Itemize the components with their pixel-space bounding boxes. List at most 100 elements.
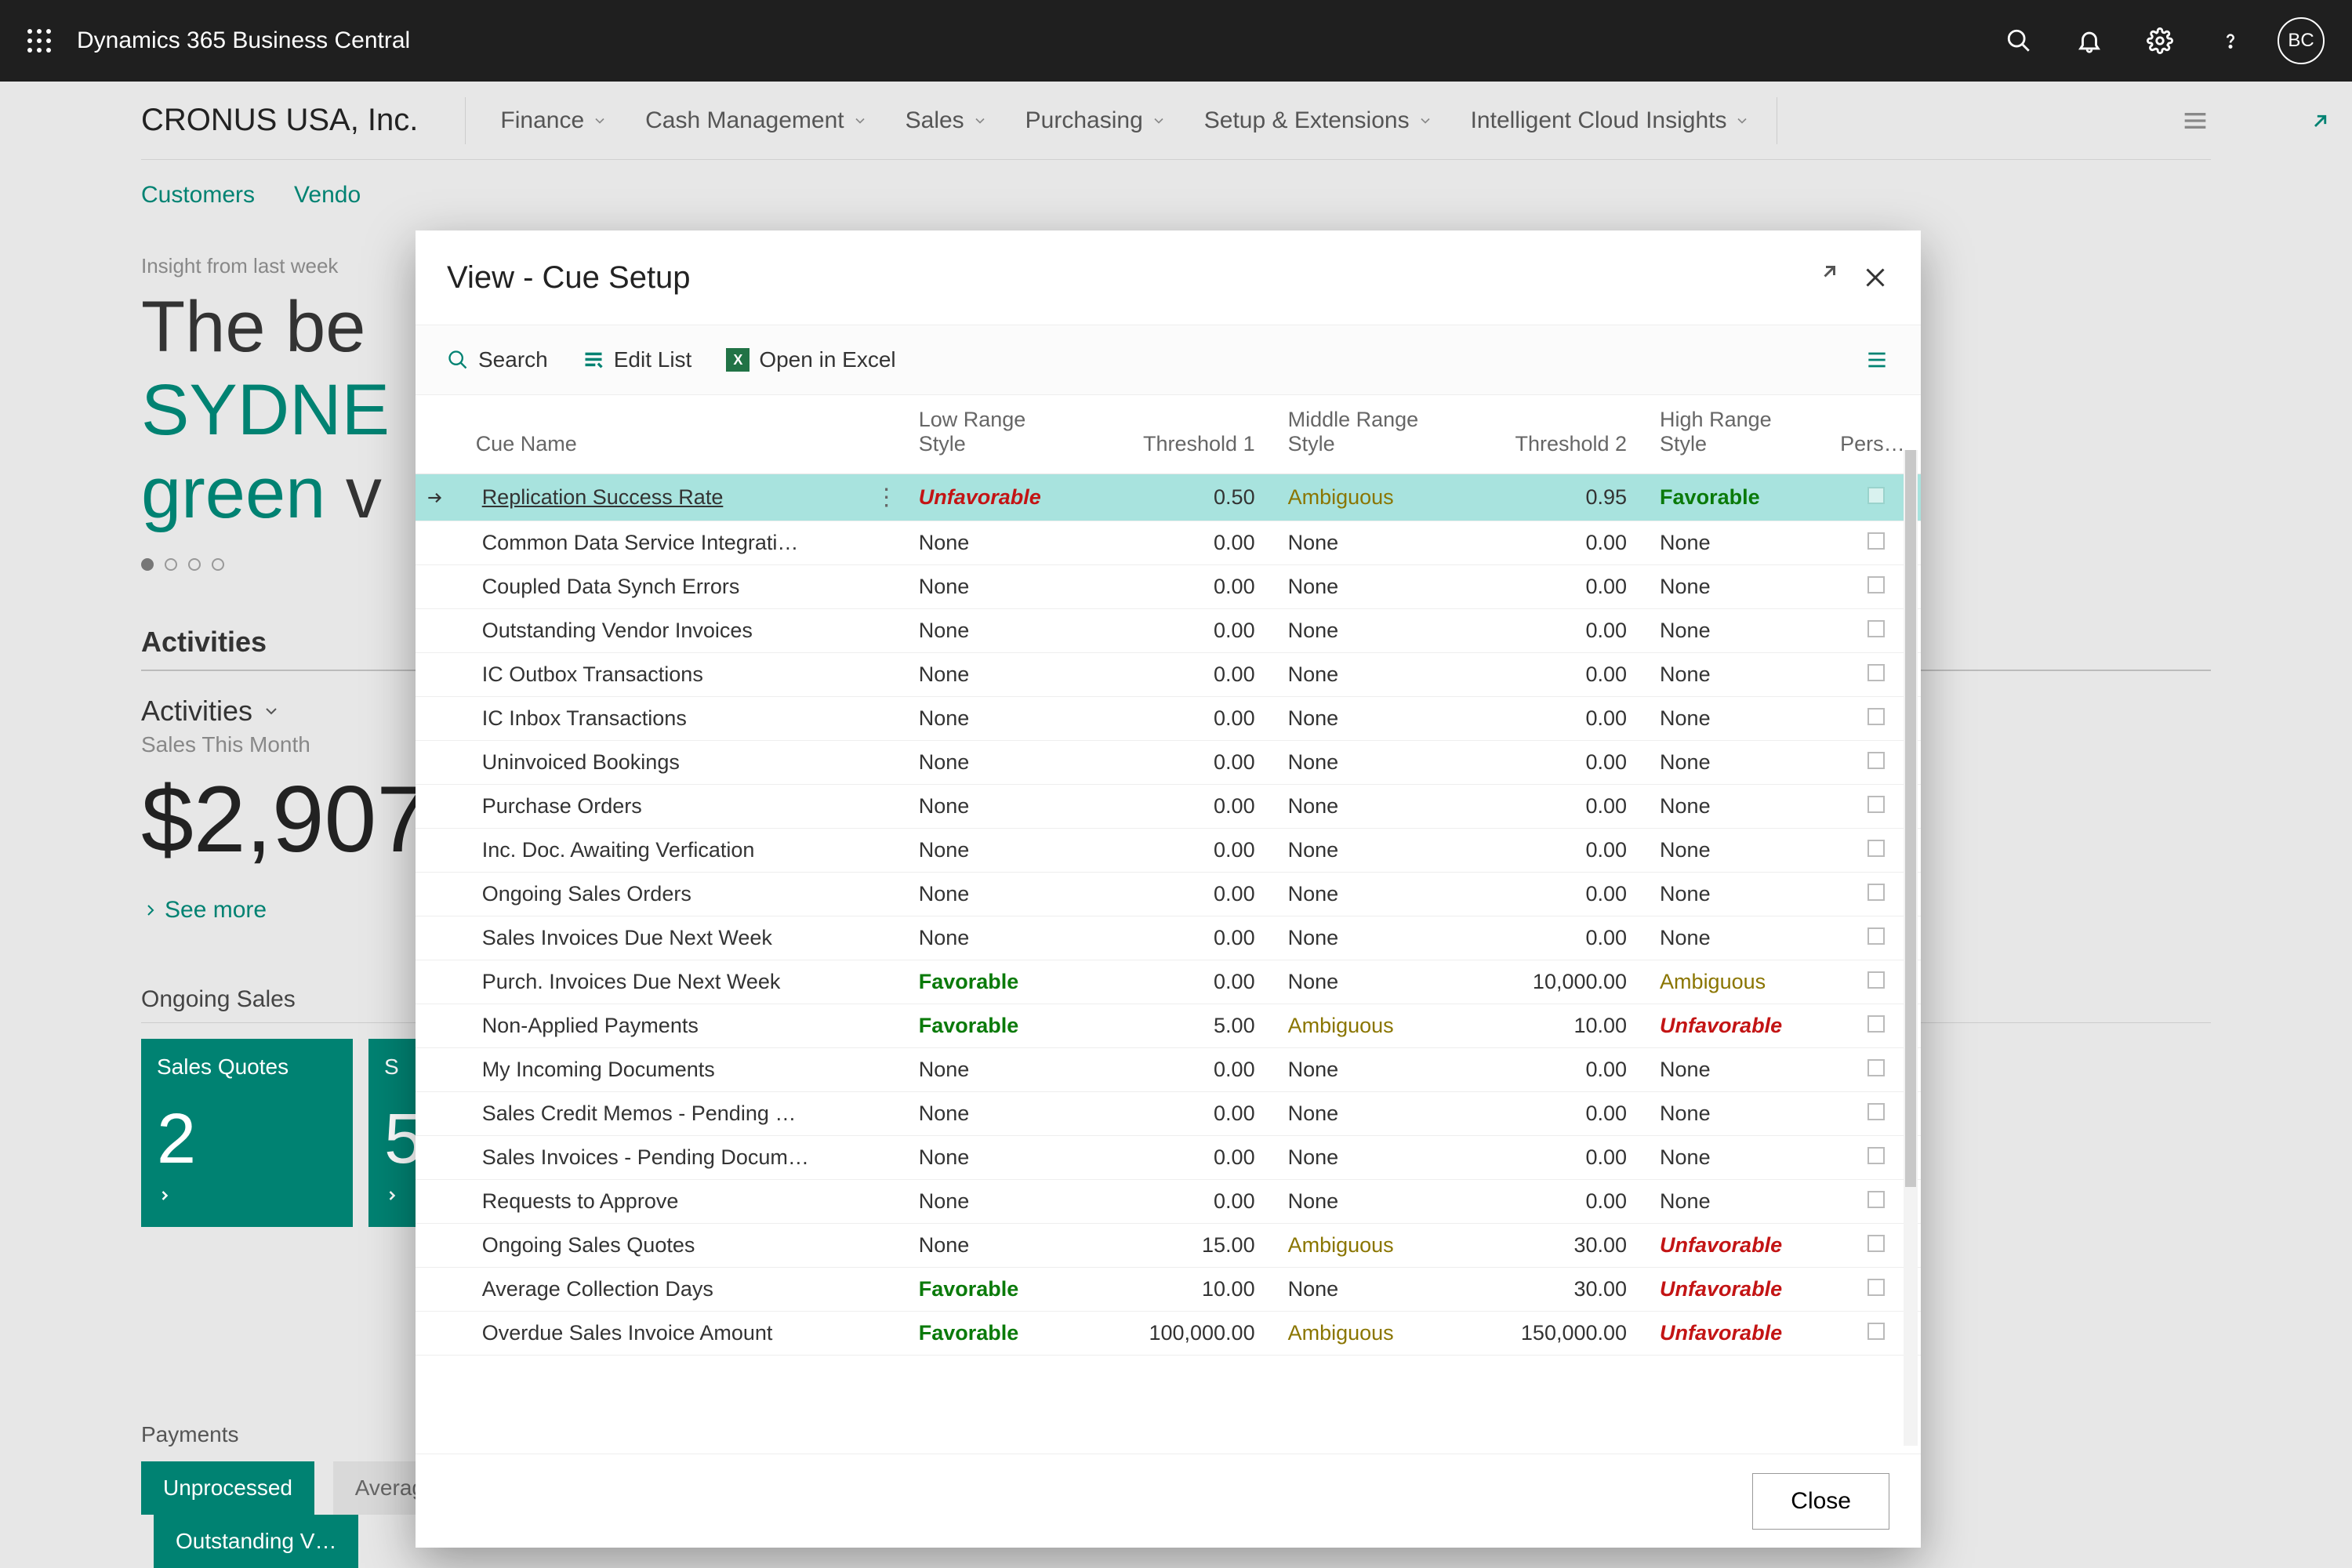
grid-row[interactable]: Sales Invoices - Pending Docum…None0.00N… xyxy=(416,1136,1921,1180)
col-mid-range[interactable]: Middle Range Style xyxy=(1265,395,1459,474)
settings-icon[interactable] xyxy=(2125,0,2195,82)
grid-row[interactable]: Sales Invoices Due Next WeekNone0.00None… xyxy=(416,916,1921,960)
dialog-title: View - Cue Setup xyxy=(447,260,691,296)
cue-name-text: Sales Invoices - Pending Docum… xyxy=(482,1145,809,1169)
cue-name-link[interactable]: Replication Success Rate xyxy=(482,485,724,509)
pill-outstanding[interactable]: Outstanding V… xyxy=(154,1515,358,1568)
tile-label: Sales Quotes xyxy=(157,1054,337,1080)
personalized-checkbox[interactable] xyxy=(1867,840,1885,857)
threshold-2: 150,000.00 xyxy=(1459,1312,1636,1356)
low-range-style: None xyxy=(919,926,970,949)
toolbar-open-excel[interactable]: X Open in Excel xyxy=(726,347,895,372)
company-name[interactable]: CRONUS USA, Inc. xyxy=(141,103,449,138)
grid-row[interactable]: Outstanding Vendor InvoicesNone0.00None0… xyxy=(416,609,1921,653)
toolbar-edit-list[interactable]: Edit List xyxy=(583,347,692,372)
threshold-1: 5.00 xyxy=(1087,1004,1264,1048)
grid-row[interactable]: My Incoming DocumentsNone0.00None0.00Non… xyxy=(416,1048,1921,1092)
threshold-1: 0.00 xyxy=(1087,565,1264,609)
top-menu-item[interactable]: Intelligent Cloud Insights xyxy=(1452,82,1769,159)
top-menu-item[interactable]: Sales xyxy=(887,82,1007,159)
dialog-header: View - Cue Setup xyxy=(416,230,1921,325)
toolbar-search[interactable]: Search xyxy=(447,347,548,372)
cue-name-text: Ongoing Sales Quotes xyxy=(482,1233,695,1257)
cue-name-text: Inc. Doc. Awaiting Verfication xyxy=(482,838,755,862)
grid-row[interactable]: Average Collection DaysFavorable10.00Non… xyxy=(416,1268,1921,1312)
personalized-checkbox[interactable] xyxy=(1867,664,1885,681)
personalized-checkbox[interactable] xyxy=(1867,1191,1885,1208)
col-low-range[interactable]: Low Range Style xyxy=(909,395,1087,474)
grid-row[interactable]: Overdue Sales Invoice AmountFavorable100… xyxy=(416,1312,1921,1356)
threshold-2: 0.00 xyxy=(1459,609,1636,653)
col-cue-name[interactable]: Cue Name xyxy=(466,395,864,474)
account-avatar[interactable]: BC xyxy=(2266,0,2336,82)
close-button[interactable]: Close xyxy=(1752,1473,1889,1530)
grid-row[interactable]: IC Outbox TransactionsNone0.00None0.00No… xyxy=(416,653,1921,697)
personalized-checkbox[interactable] xyxy=(1867,796,1885,813)
app-launcher-icon[interactable] xyxy=(8,0,71,82)
personalized-checkbox[interactable] xyxy=(1867,1279,1885,1296)
search-icon[interactable] xyxy=(1984,0,2054,82)
personalized-checkbox[interactable] xyxy=(1867,1323,1885,1340)
close-icon[interactable] xyxy=(1861,263,1889,292)
top-menu-item[interactable]: Purchasing xyxy=(1007,82,1185,159)
row-actions-icon[interactable]: ⋮ xyxy=(875,485,898,510)
personalized-checkbox[interactable] xyxy=(1867,1015,1885,1033)
personalized-checkbox[interactable] xyxy=(1867,1103,1885,1120)
personalized-checkbox[interactable] xyxy=(1867,576,1885,593)
grid-row[interactable]: Sales Credit Memos - Pending …None0.00No… xyxy=(416,1092,1921,1136)
pill-unprocessed[interactable]: Unprocessed xyxy=(141,1461,314,1515)
personalized-checkbox[interactable] xyxy=(1867,927,1885,945)
tab-vendors[interactable]: Vendo xyxy=(294,182,361,209)
low-range-style: None xyxy=(919,1058,970,1081)
grid-row[interactable]: Replication Success Rate⋮Unfavorable0.50… xyxy=(416,474,1921,521)
top-menu-label: Setup & Extensions xyxy=(1204,107,1410,134)
grid-row[interactable]: Uninvoiced BookingsNone0.00None0.00None xyxy=(416,741,1921,785)
chevron-right-icon xyxy=(157,1188,172,1203)
personalized-checkbox[interactable] xyxy=(1867,1147,1885,1164)
more-menu-icon[interactable] xyxy=(2180,105,2211,136)
grid-row[interactable]: IC Inbox TransactionsNone0.00None0.00Non… xyxy=(416,697,1921,741)
grid-scrollbar[interactable] xyxy=(1904,450,1918,1446)
top-menu-item[interactable]: Setup & Extensions xyxy=(1185,82,1452,159)
high-range-style: None xyxy=(1660,706,1711,730)
personalized-checkbox[interactable] xyxy=(1867,487,1885,504)
grid-row[interactable]: Ongoing Sales QuotesNone15.00Ambiguous30… xyxy=(416,1224,1921,1268)
expand-page-icon[interactable] xyxy=(2302,113,2328,140)
help-icon[interactable] xyxy=(2195,0,2266,82)
col-threshold-2[interactable]: Threshold 2 xyxy=(1459,395,1636,474)
threshold-1: 0.00 xyxy=(1087,653,1264,697)
tile-partial[interactable]: S 5 xyxy=(368,1039,416,1227)
col-threshold-1[interactable]: Threshold 1 xyxy=(1087,395,1264,474)
grid-row[interactable]: Common Data Service Integrati…None0.00No… xyxy=(416,521,1921,565)
top-menu-item[interactable]: Finance xyxy=(481,82,626,159)
personalized-checkbox[interactable] xyxy=(1867,884,1885,901)
personalized-checkbox[interactable] xyxy=(1867,1235,1885,1252)
toolbar-list-view-icon[interactable] xyxy=(1864,347,1889,372)
personalized-checkbox[interactable] xyxy=(1867,620,1885,637)
personalized-checkbox[interactable] xyxy=(1867,708,1885,725)
notifications-icon[interactable] xyxy=(2054,0,2125,82)
threshold-1: 15.00 xyxy=(1087,1224,1264,1268)
chevron-down-icon xyxy=(1151,113,1167,129)
grid-row[interactable]: Requests to ApproveNone0.00None0.00None xyxy=(416,1180,1921,1224)
low-range-style: None xyxy=(919,619,970,642)
toolbar-search-label: Search xyxy=(478,347,548,372)
cue-setup-grid[interactable]: Cue Name Low Range Style Threshold 1 Mid… xyxy=(416,395,1921,1356)
grid-row[interactable]: Purchase OrdersNone0.00None0.00None xyxy=(416,785,1921,829)
tile-sales-quotes[interactable]: Sales Quotes 2 xyxy=(141,1039,353,1227)
personalized-checkbox[interactable] xyxy=(1867,752,1885,769)
grid-row[interactable]: Ongoing Sales OrdersNone0.00None0.00None xyxy=(416,873,1921,916)
personalized-checkbox[interactable] xyxy=(1867,532,1885,550)
tab-customers[interactable]: Customers xyxy=(141,182,255,209)
top-menu-item[interactable]: Cash Management xyxy=(626,82,886,159)
mid-range-style: Ambiguous xyxy=(1288,485,1394,509)
col-high-range[interactable]: High Range Style xyxy=(1636,395,1831,474)
grid-row[interactable]: Purch. Invoices Due Next WeekFavorable0.… xyxy=(416,960,1921,1004)
maximize-icon[interactable] xyxy=(1809,263,1838,292)
grid-row[interactable]: Inc. Doc. Awaiting VerficationNone0.00No… xyxy=(416,829,1921,873)
grid-row[interactable]: Non-Applied PaymentsFavorable5.00Ambiguo… xyxy=(416,1004,1921,1048)
grid-row[interactable]: Coupled Data Synch ErrorsNone0.00None0.0… xyxy=(416,565,1921,609)
low-range-style: Favorable xyxy=(919,970,1019,993)
personalized-checkbox[interactable] xyxy=(1867,971,1885,989)
personalized-checkbox[interactable] xyxy=(1867,1059,1885,1076)
